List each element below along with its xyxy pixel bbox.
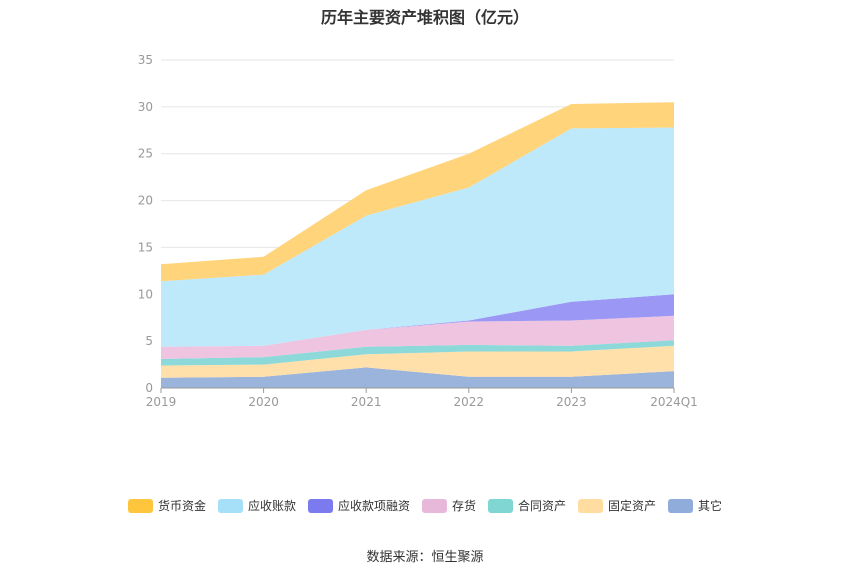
y-tick-label: 0	[145, 381, 153, 395]
y-tick-label: 35	[138, 53, 153, 67]
legend-item[interactable]: 应收款项融资	[307, 497, 410, 514]
chart-title: 历年主要资产堆积图（亿元）	[320, 8, 529, 27]
x-tick-label: 2020	[248, 395, 279, 409]
legend-label: 存货	[451, 499, 476, 513]
x-tick-label: 2019	[146, 395, 177, 409]
legend-label: 应收账款	[247, 499, 296, 513]
legend-label: 货币资金	[157, 499, 206, 513]
y-tick-label: 30	[138, 100, 153, 114]
legend-item[interactable]: 货币资金	[127, 497, 206, 514]
x-tick-label: 2021	[351, 395, 382, 409]
legend-swatch	[307, 498, 333, 513]
legend-swatch	[668, 498, 694, 513]
legend-item[interactable]: 应收账款	[217, 497, 296, 514]
legend-label: 固定资产	[608, 499, 657, 513]
area-存货	[161, 315, 674, 359]
x-tick-label: 2022	[454, 395, 485, 409]
legend-item[interactable]: 固定资产	[578, 497, 656, 514]
y-tick-label: 25	[138, 147, 153, 161]
legend-swatch	[421, 498, 447, 513]
legend-item[interactable]: 合同资产	[488, 497, 566, 514]
legend-item[interactable]: 其它	[668, 497, 722, 514]
axis-layer: 0 5 10 15 20 25 30 35 2019 2020 2021 2022 2023 2024Q1	[138, 53, 698, 409]
area-应收款项融资	[161, 294, 674, 347]
x-tick-label: 2023	[556, 395, 587, 409]
legend-swatch	[488, 498, 513, 513]
data-source-note: 数据来源：恒生聚源	[366, 550, 484, 565]
y-tick-label: 5	[145, 334, 153, 348]
legend-item[interactable]: 存货	[421, 497, 476, 514]
area-layer	[161, 102, 674, 388]
legend-label: 合同资产	[518, 499, 567, 513]
area-应收账款	[161, 127, 674, 347]
legend-swatch	[217, 498, 243, 513]
legend-label: 应收款项融资	[337, 499, 410, 513]
x-tick-label: 2024Q1	[650, 395, 698, 409]
y-tick-label: 20	[138, 194, 153, 208]
area-其它	[161, 367, 674, 388]
y-tick-label: 10	[138, 287, 153, 301]
area-合同资产	[161, 340, 674, 366]
legend-swatch	[578, 498, 604, 513]
legend-label: 其它	[698, 499, 723, 513]
legend: 货币资金 应收账款 应收款项融资 存货 合同资产 固定资产 其它	[0, 497, 850, 514]
area-固定资产	[161, 345, 674, 378]
legend-swatch	[127, 498, 153, 513]
area-货币资金	[161, 102, 674, 282]
y-tick-label: 15	[138, 240, 153, 254]
